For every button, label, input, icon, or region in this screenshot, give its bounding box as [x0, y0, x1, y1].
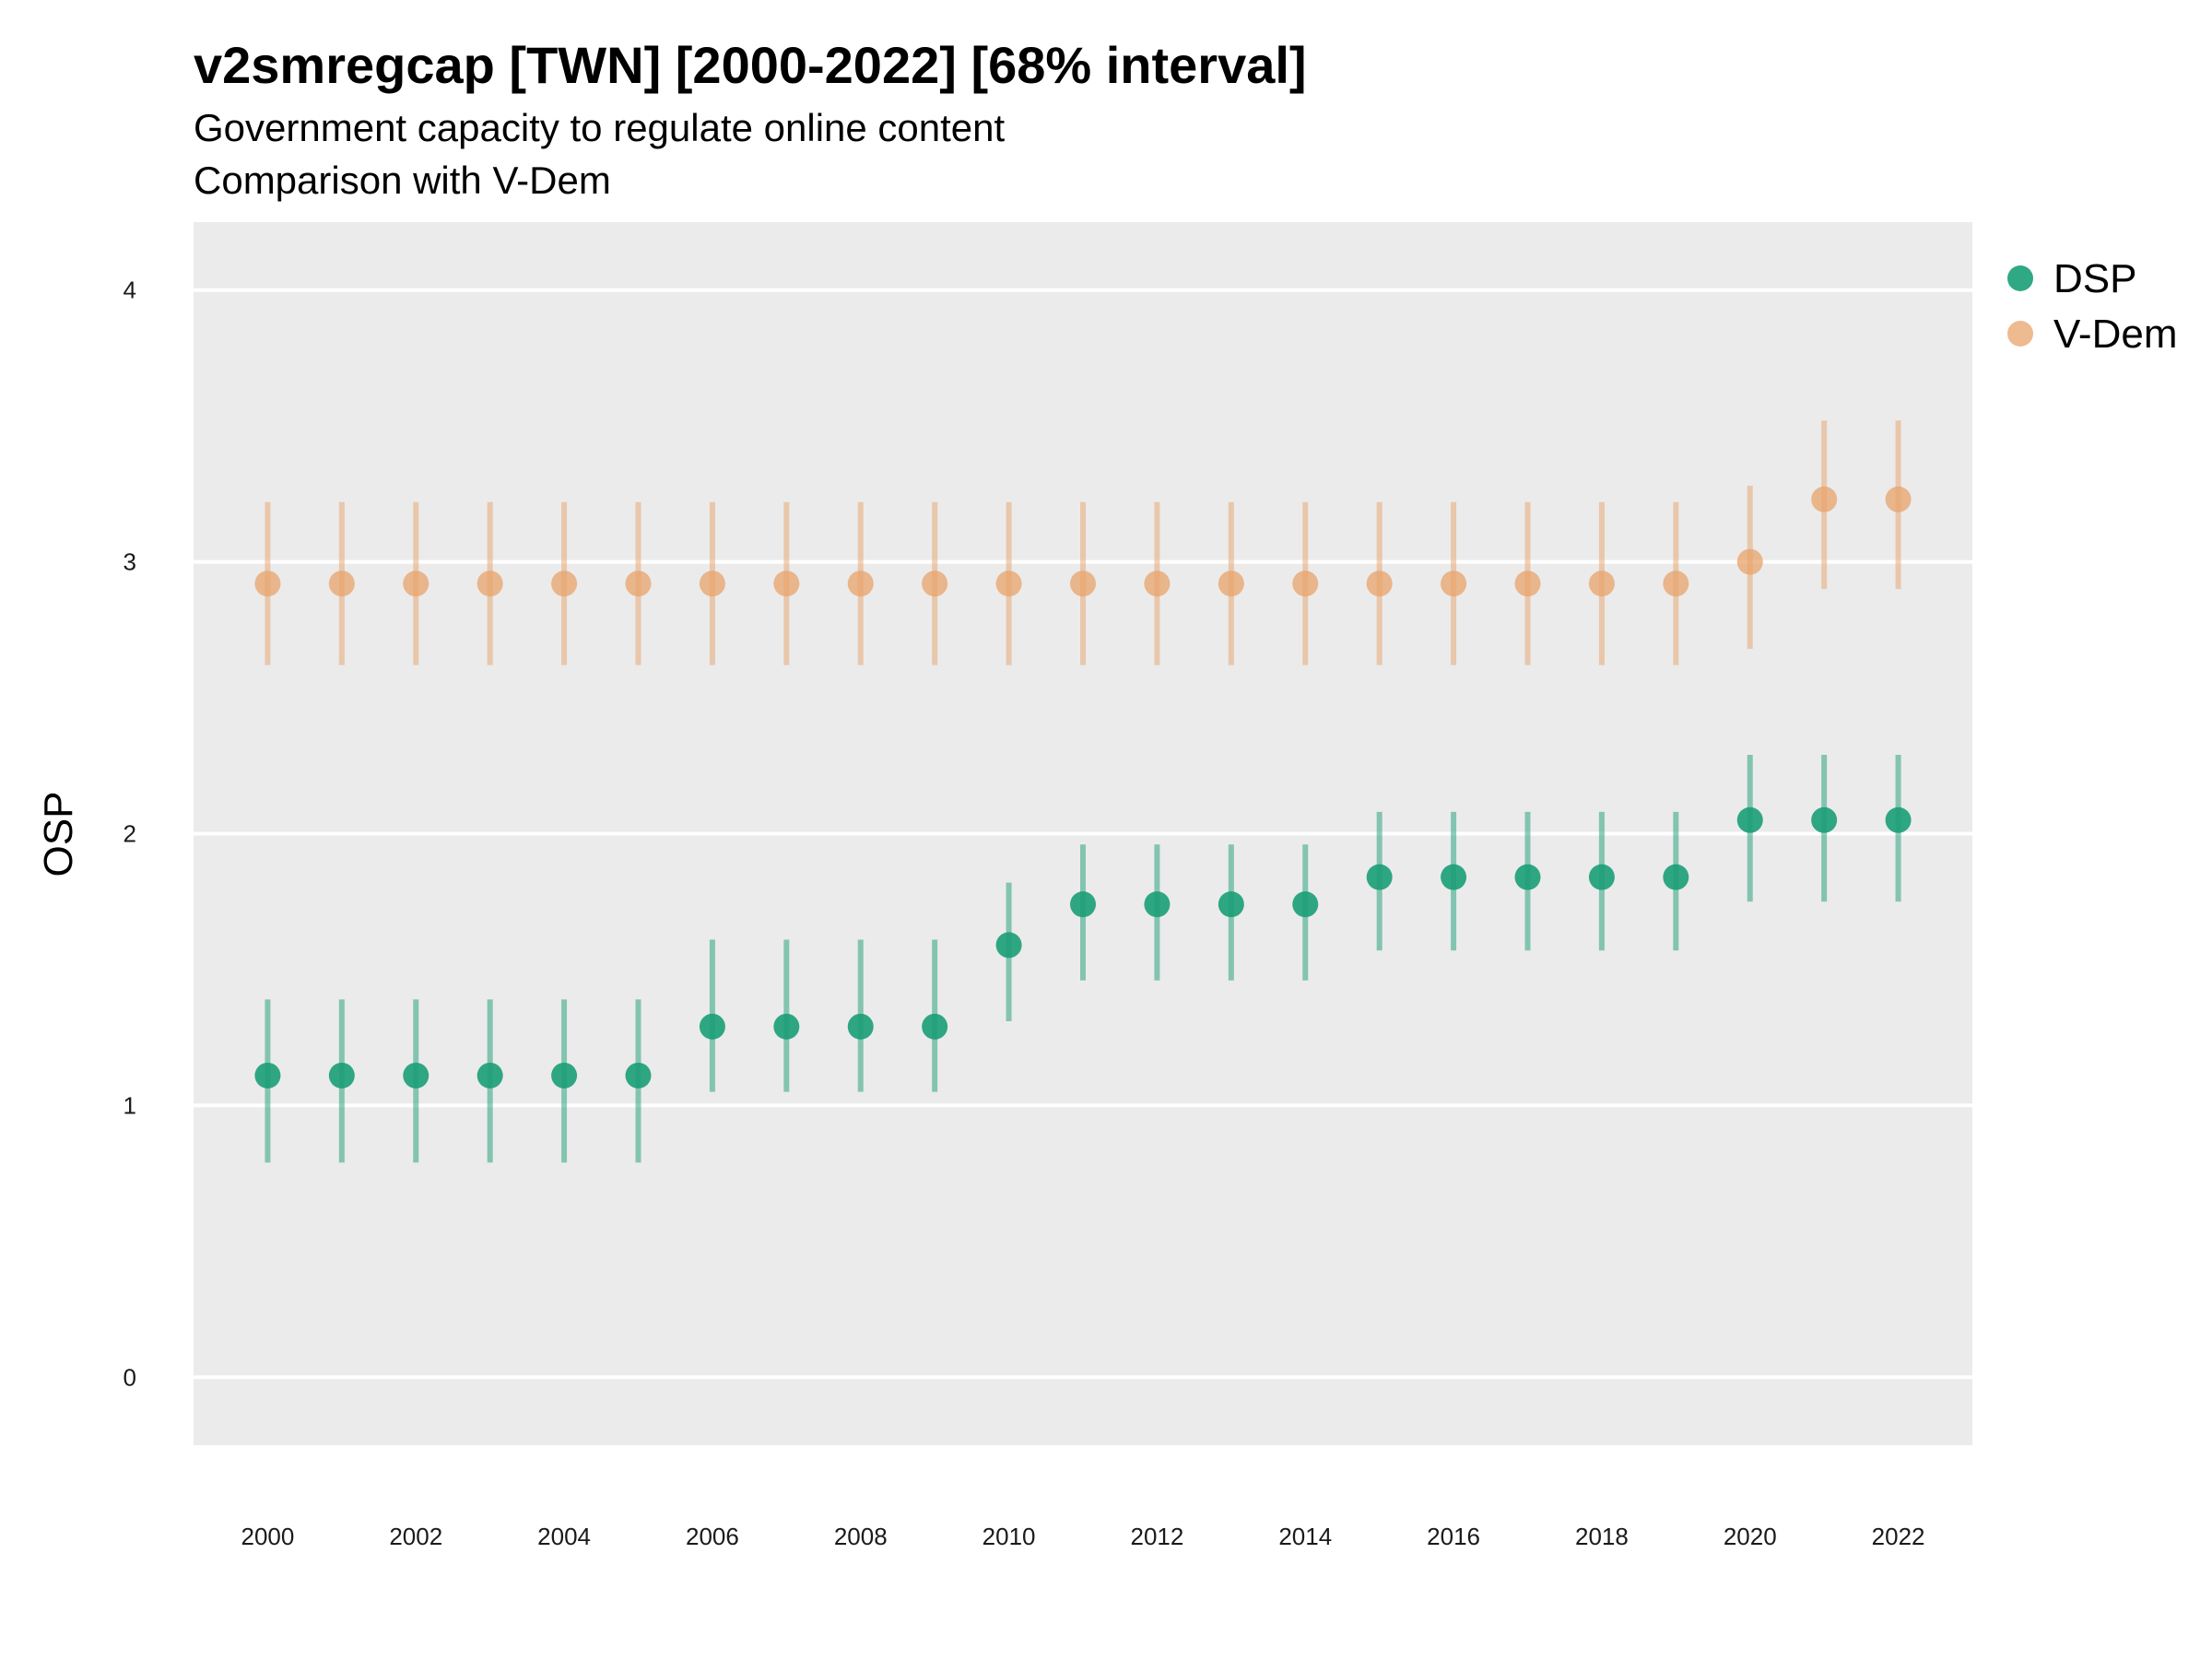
data-point — [1441, 864, 1467, 890]
data-series — [254, 420, 1912, 1163]
data-point — [254, 571, 281, 597]
series-v-dem — [254, 420, 1912, 665]
y-tick-label: 1 — [124, 1091, 136, 1119]
data-point — [1514, 571, 1541, 597]
data-point — [1366, 864, 1393, 890]
x-tick-label: 2010 — [982, 1523, 1036, 1550]
data-point — [1514, 864, 1541, 890]
x-tick-label: 2002 — [389, 1523, 442, 1550]
data-point — [1663, 864, 1689, 890]
x-tick-label: 2016 — [1427, 1523, 1480, 1550]
y-tick-label: 3 — [124, 548, 136, 576]
data-point — [1144, 891, 1171, 918]
x-tick-label: 2012 — [1130, 1523, 1183, 1550]
x-tick-label: 2008 — [834, 1523, 888, 1550]
data-point — [1811, 486, 1838, 512]
x-tick-label: 2022 — [1872, 1523, 1925, 1550]
data-point — [699, 1013, 725, 1040]
data-point — [1144, 571, 1171, 597]
data-point — [477, 571, 503, 597]
data-point — [995, 932, 1022, 959]
chart-title: v2smregcap [TWN] [2000-2022] [68% interv… — [194, 36, 1307, 94]
x-tick-label: 2018 — [1575, 1523, 1629, 1550]
x-tick-label: 2004 — [537, 1523, 591, 1550]
legend-label: V-Dem — [2053, 312, 2177, 357]
data-point — [1070, 891, 1096, 918]
y-axis-ticks: 0 1 2 3 4 — [124, 276, 136, 1392]
y-tick-label: 2 — [124, 820, 136, 848]
data-point — [254, 1062, 281, 1088]
legend-key — [2007, 321, 2033, 347]
data-point — [1811, 806, 1838, 833]
data-point — [847, 1013, 874, 1040]
data-point — [551, 571, 578, 597]
data-point — [1588, 864, 1615, 890]
data-point — [699, 571, 725, 597]
y-tick-label: 0 — [124, 1363, 136, 1391]
x-tick-label: 2020 — [1724, 1523, 1777, 1550]
data-point — [1736, 548, 1763, 575]
data-point — [773, 571, 800, 597]
data-point — [1588, 571, 1615, 597]
data-point — [1441, 571, 1467, 597]
data-point — [1736, 806, 1763, 833]
data-point — [1218, 891, 1244, 918]
x-tick-label: 2000 — [241, 1523, 294, 1550]
data-point — [922, 571, 948, 597]
data-point — [773, 1013, 800, 1040]
data-point — [1292, 571, 1319, 597]
x-tick-label: 2014 — [1278, 1523, 1332, 1550]
data-point — [1366, 571, 1393, 597]
data-point — [328, 571, 355, 597]
data-point — [995, 571, 1022, 597]
data-point — [1292, 891, 1319, 918]
data-point — [1070, 571, 1096, 597]
data-point — [847, 571, 874, 597]
chart-subtitle-line-1: Government capacity to regulate online c… — [194, 106, 1006, 149]
data-point — [1885, 486, 1912, 512]
data-point — [1218, 571, 1244, 597]
data-point — [551, 1062, 578, 1088]
data-point — [922, 1013, 948, 1040]
data-point — [1885, 806, 1912, 833]
data-point — [403, 571, 429, 597]
data-point — [477, 1062, 503, 1088]
legend: DSP V-Dem — [2007, 256, 2177, 357]
data-point — [1663, 571, 1689, 597]
y-tick-label: 4 — [124, 276, 136, 304]
data-point — [625, 571, 652, 597]
x-axis-ticks: 2000 2002 2004 2006 2008 2010 2012 2014 2016 2018… — [241, 1523, 1924, 1550]
x-tick-label: 2006 — [686, 1523, 739, 1550]
legend-key — [2007, 265, 2033, 291]
data-point — [403, 1062, 429, 1088]
series-dsp — [254, 754, 1912, 1163]
data-point — [328, 1062, 355, 1088]
legend-label: DSP — [2053, 256, 2136, 301]
y-axis-label: OSP — [36, 792, 81, 877]
data-point — [625, 1062, 652, 1088]
chart-subtitle-line-2: Comparison with V-Dem — [194, 159, 611, 202]
